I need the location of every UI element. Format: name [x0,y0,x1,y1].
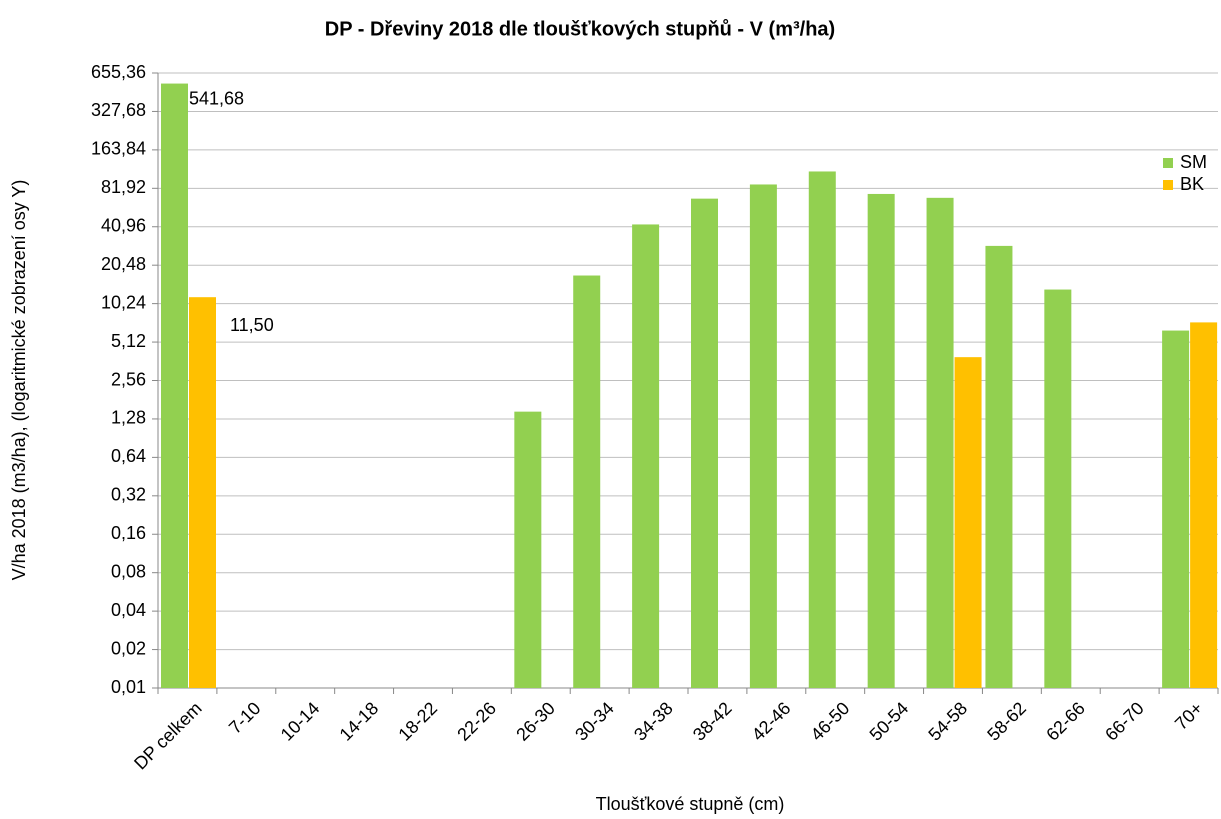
y-tick-label: 5,12 [111,331,146,351]
y-tick-label: 0,02 [111,638,146,658]
legend-swatch [1163,180,1173,190]
y-tick-label: 1,28 [111,408,146,428]
y-tick-label: 0,64 [111,446,146,466]
x-tick-label: 50-54 [866,698,913,745]
chart-title: DP - Dřeviny 2018 dle tloušťkových stupň… [325,18,835,40]
x-tick-label: 54-58 [924,698,971,745]
x-tick-label: 10-14 [277,698,324,745]
bar [867,193,895,688]
bar [514,411,542,688]
data-label: 11,50 [230,315,274,335]
y-axis-label: V/ha 2018 (m3/ha), (logaritmické zobraze… [9,180,29,581]
y-tick-label: 0,04 [111,600,146,620]
bar [1190,322,1218,688]
x-axis-label: Tloušťkové stupně (cm) [596,794,785,814]
x-tick-label: 30-34 [571,698,618,745]
y-tick-label: 163,84 [91,139,146,159]
y-tick-label: 0,01 [111,677,146,697]
x-tick-label: 62-66 [1042,698,1089,745]
legend-swatch [1163,158,1173,168]
x-tick-label: 18-22 [394,698,441,745]
legend-label: SM [1180,152,1207,172]
y-tick-label: 2,56 [111,369,146,389]
legend-label: BK [1180,174,1204,194]
bar [189,297,216,688]
x-tick-label: 34-38 [630,698,677,745]
bar [985,245,1013,688]
y-tick-label: 10,24 [101,292,146,312]
bar [573,275,601,688]
x-tick-label: 66-70 [1101,698,1148,745]
x-tick-label: 22-26 [453,698,500,745]
y-tick-label: 655,36 [91,62,146,82]
bar [954,357,982,688]
bar [1162,330,1190,688]
x-tick-label: DP celkem [130,698,205,773]
y-tick-label: 327,68 [91,100,146,120]
y-tick-label: 40,96 [101,216,146,236]
y-tick-label: 0,32 [111,485,146,505]
bar [926,197,954,688]
x-tick-label: 58-62 [983,698,1030,745]
x-tick-label: 42-46 [748,698,795,745]
data-label: 541,68 [189,88,244,108]
x-tick-label: 38-42 [689,698,736,745]
bar [808,171,836,688]
x-tick-label: 26-30 [512,698,559,745]
y-tick-label: 0,16 [111,523,146,543]
bar [691,198,718,688]
x-tick-label: 70+ [1171,698,1207,734]
bar [161,83,188,688]
bar [632,224,660,688]
x-tick-label: 7-10 [225,698,265,738]
y-tick-label: 0,08 [111,561,146,581]
bar [1044,289,1072,688]
y-tick-label: 20,48 [101,254,146,274]
bar [749,184,777,688]
x-tick-label: 14-18 [336,698,383,745]
y-tick-label: 81,92 [101,177,146,197]
x-tick-label: 46-50 [807,698,854,745]
